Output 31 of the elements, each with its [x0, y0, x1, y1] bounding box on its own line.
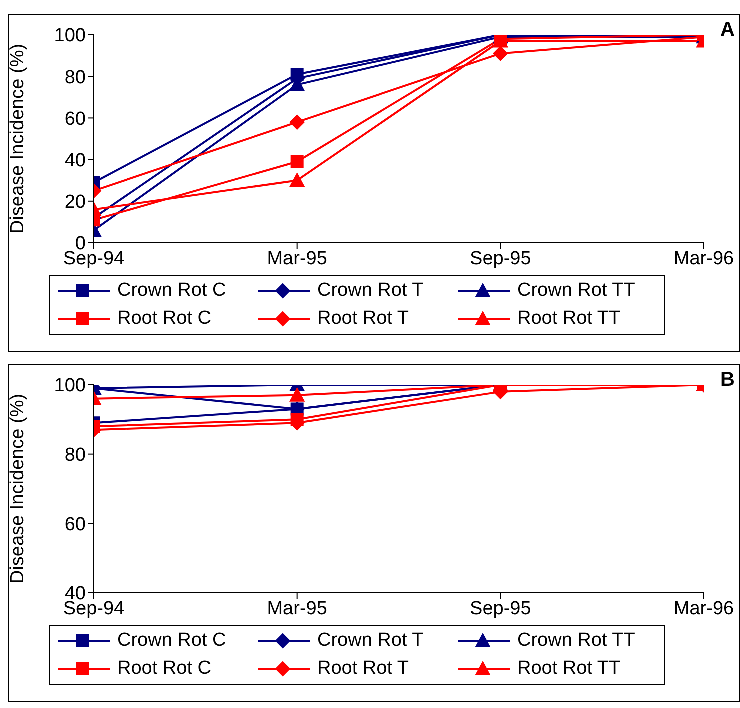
legend-label: Root Rot TT: [518, 308, 621, 330]
y-axis-title: Disease Incidence (%): [8, 394, 29, 584]
text: A: [720, 19, 735, 42]
y-tick-label: 0: [75, 234, 86, 255]
legend-label: Root Rot T: [318, 308, 410, 330]
y-tick-label: 80: [64, 445, 86, 466]
x-tick-label: Mar-96: [674, 598, 734, 620]
y-tick-label: 100: [54, 26, 86, 47]
legend-label: Crown Rot T: [318, 280, 424, 302]
x-tick-label: Sep-95: [470, 248, 532, 270]
legend-label: Crown Rot T: [318, 630, 424, 652]
legend-label: Crown Rot TT: [518, 280, 636, 302]
x-tick-label: Mar-95: [267, 598, 328, 620]
y-tick-label: 60: [64, 108, 86, 130]
x-tick-label: Mar-95: [267, 248, 328, 270]
legend-label: Root Rot C: [118, 308, 212, 330]
y-tick-label: 80: [64, 67, 86, 88]
legend-label: Crown Rot C: [118, 280, 226, 302]
y-tick-label: 100: [54, 376, 86, 397]
y-tick-label: 60: [64, 514, 86, 536]
legend-label: Root Rot T: [318, 658, 410, 680]
y-tick-label: 40: [64, 150, 86, 172]
legend-label: Crown Rot C: [118, 630, 226, 652]
legend-label: Crown Rot TT: [518, 630, 636, 652]
y-tick-label: 20: [64, 192, 86, 214]
legend-label: Root Rot TT: [518, 658, 621, 680]
x-tick-label: Mar-96: [674, 248, 734, 270]
x-tick-label: Sep-95: [470, 598, 532, 620]
legend-label: Root Rot C: [118, 658, 212, 680]
text: B: [720, 369, 735, 392]
y-axis-title: Disease Incidence (%): [8, 44, 29, 234]
